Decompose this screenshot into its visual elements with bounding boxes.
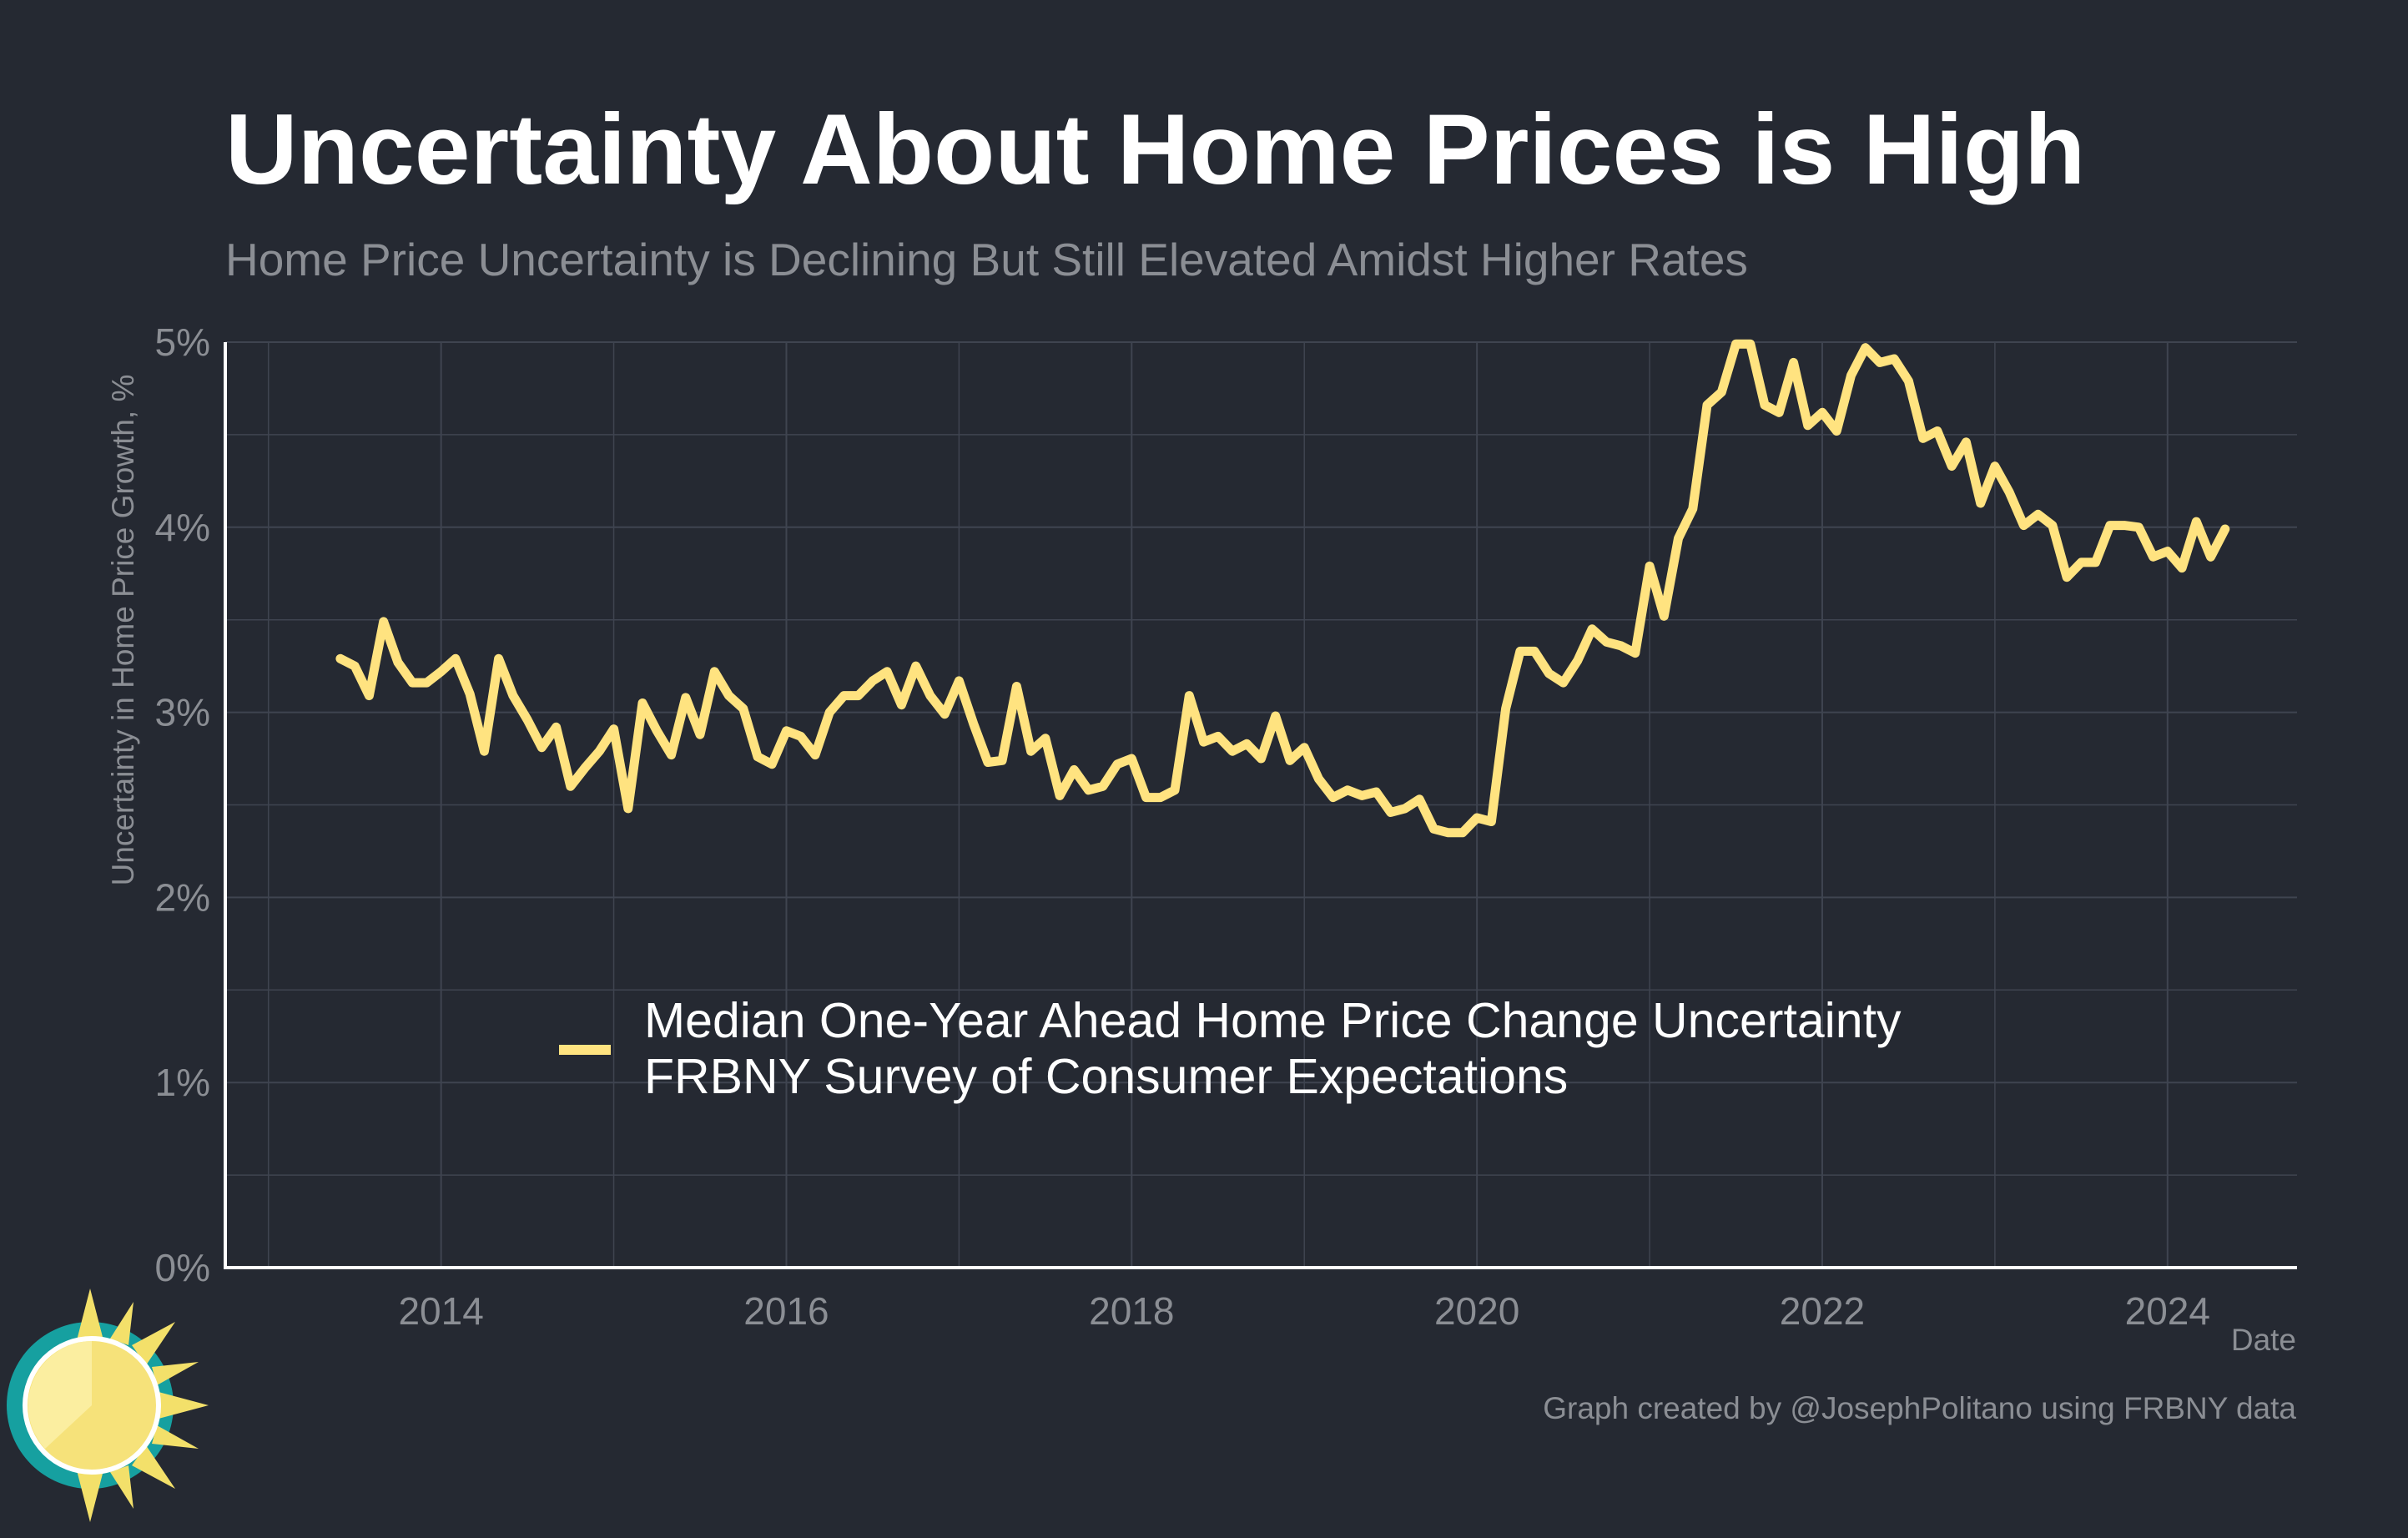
legend-label-line-1: Median One-Year Ahead Home Price Change …	[644, 993, 1902, 1048]
chart-title: Uncertainty About Home Prices is High	[225, 93, 2085, 205]
x-tick-label: 2020	[1434, 1289, 1519, 1333]
series-line	[335, 339, 2230, 838]
legend-label-line-2: FRBNY Survey of Consumer Expectations	[644, 1049, 1568, 1104]
gridlines	[225, 341, 2297, 1268]
y-tick-label: 4%	[155, 506, 210, 549]
x-tick-label: 2022	[1780, 1289, 1865, 1333]
x-tick-label: 2024	[2125, 1289, 2210, 1333]
legend: Median One-Year Ahead Home Price Change …	[559, 993, 1902, 1104]
y-tick-label: 1%	[155, 1061, 210, 1104]
sun-logo-icon	[7, 1288, 209, 1522]
x-tick-label: 2016	[743, 1289, 829, 1333]
x-tick-label: 2018	[1089, 1289, 1174, 1333]
y-axis-title: Uncertainty in Home Price Growth, %	[106, 375, 140, 886]
tick-labels: 0% 1% 2% 3% 4% 5% 2014 2016 2018 2020 2022 2024	[155, 320, 2210, 1333]
y-tick-label: 5%	[155, 320, 210, 364]
x-tick-label: 2014	[398, 1289, 483, 1333]
source-caption: Graph created by @JosephPolitano using F…	[1543, 1391, 2296, 1425]
series-layer	[335, 339, 2230, 838]
y-tick-label: 3%	[155, 691, 210, 734]
chart-subtitle: Home Price Uncertainty is Declining But …	[225, 234, 1748, 285]
y-tick-label: 0%	[155, 1246, 210, 1289]
x-axis-title: Date	[2231, 1323, 2296, 1357]
y-tick-label: 2%	[155, 875, 210, 919]
